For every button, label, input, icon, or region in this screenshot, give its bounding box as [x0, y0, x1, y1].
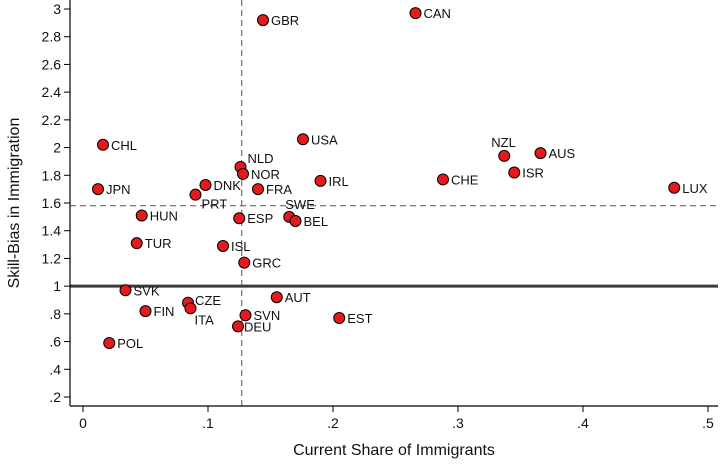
point-label-tur: TUR [145, 236, 172, 251]
data-point-ita [184, 302, 197, 315]
point-label-fin: FIN [154, 304, 175, 319]
data-point-grc [238, 256, 251, 269]
data-point-che [437, 173, 449, 186]
data-point-irl [314, 174, 327, 187]
point-label-deu: DEU [244, 319, 271, 334]
y-tick-label: 1 [53, 278, 61, 294]
point-label-irl: IRL [329, 174, 349, 189]
data-point-bel [289, 215, 302, 228]
point-label-dnk: DNK [214, 178, 242, 193]
point-label-cze: CZE [195, 293, 221, 308]
y-tick-label: 2.4 [42, 84, 62, 100]
data-point-fin [139, 305, 152, 318]
y-tick-label: 1.8 [42, 167, 62, 183]
y-tick-label: .8 [49, 306, 61, 322]
y-tick-label: 2.2 [42, 112, 62, 128]
data-point-can [409, 7, 422, 20]
point-label-fra: FRA [266, 182, 292, 197]
x-tick-label: .5 [702, 415, 714, 431]
point-label-pol: POL [117, 336, 143, 351]
data-point-isl [217, 239, 229, 252]
y-tick-label: .6 [49, 334, 61, 350]
data-point-jpn [92, 183, 104, 196]
data-point-tur [130, 237, 143, 250]
point-label-ita: ITA [195, 312, 215, 327]
point-label-swe: SWE [285, 197, 315, 212]
y-tick-label: 1.2 [42, 250, 62, 266]
y-tick-label: 1.4 [42, 223, 62, 239]
x-tick-label: .2 [327, 415, 339, 431]
data-point-isr [508, 166, 521, 179]
data-point-deu [232, 320, 244, 333]
x-tick-label: 0 [79, 415, 87, 431]
point-label-aus: AUS [549, 146, 576, 161]
y-tick-label: 3 [53, 1, 61, 17]
data-point-aus [534, 147, 547, 160]
data-point-usa [297, 133, 309, 146]
point-label-svk: SVK [134, 283, 160, 298]
point-label-nor: NOR [251, 167, 280, 182]
point-label-che: CHE [451, 172, 479, 187]
x-tick-label: .3 [452, 415, 464, 431]
data-point-gbr [257, 14, 269, 27]
data-points [92, 7, 681, 349]
data-point-svn [239, 309, 252, 322]
data-point-svk [119, 284, 132, 297]
point-label-grc: GRC [252, 256, 281, 271]
point-label-usa: USA [311, 132, 338, 147]
y-tick-label: 2.6 [42, 56, 62, 72]
reference-lines [70, 0, 718, 406]
point-label-isr: ISR [522, 166, 544, 181]
data-point-dnk [199, 178, 212, 191]
y-axis-title: Skill-Bias in Immigration [6, 118, 23, 289]
point-label-svn: SVN [254, 308, 281, 323]
point-label-hun: HUN [150, 208, 178, 223]
point-label-can: CAN [424, 6, 451, 21]
y-tick-label: .2 [49, 389, 61, 405]
data-point-chl [97, 138, 109, 151]
y-tick-label: 1.6 [42, 195, 62, 211]
y-tick-label: 2 [53, 140, 61, 156]
x-tick-label: .4 [577, 415, 589, 431]
axes: .2 .4 .6 .8 1 1.2 1.4 1.6 1.8 2 2.2 2.4 2.6 2.8 3 0 .1 .2… [42, 0, 718, 431]
point-label-bel: BEL [304, 214, 329, 229]
point-label-esp: ESP [247, 211, 273, 226]
data-point-fra [252, 183, 264, 196]
data-point-aut [270, 291, 283, 304]
x-tick-label: .1 [202, 415, 214, 431]
point-label-gbr: GBR [271, 13, 299, 28]
point-label-prt: PRT [202, 197, 228, 212]
data-point-est [333, 312, 346, 325]
data-point-prt [189, 188, 202, 201]
point-label-lux: LUX [682, 181, 708, 196]
point-label-isl: ISL [231, 239, 251, 254]
x-axis-title: Current Share of Immigrants [293, 442, 495, 459]
data-point-nzl [498, 149, 511, 162]
data-point-hun [135, 209, 148, 222]
point-label-jpn: JPN [106, 182, 131, 197]
point-label-est: EST [347, 311, 372, 326]
data-point-esp [233, 212, 246, 225]
data-point-nor [237, 167, 249, 180]
point-label-chl: CHL [111, 138, 137, 153]
data-point-pol [103, 336, 116, 349]
point-label-nzl: NZL [491, 135, 516, 150]
y-tick-label: 2.8 [42, 29, 62, 45]
data-point-lux [668, 181, 681, 194]
y-tick-label: .4 [49, 361, 61, 377]
point-label-nld: NLD [248, 151, 274, 166]
point-label-aut: AUT [285, 290, 311, 305]
